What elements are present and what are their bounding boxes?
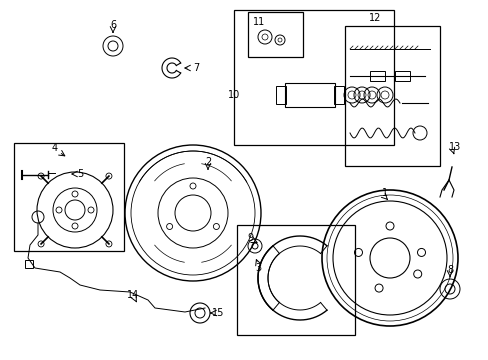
Bar — [333, 86, 343, 104]
Text: 12: 12 — [368, 13, 381, 23]
Text: 7: 7 — [192, 63, 199, 73]
Text: 14: 14 — [126, 290, 139, 300]
Text: 1: 1 — [381, 188, 387, 198]
Text: 15: 15 — [211, 308, 224, 318]
Text: 5: 5 — [77, 169, 83, 179]
Bar — [25, 260, 33, 268]
Text: 3: 3 — [254, 263, 261, 273]
Bar — [247, 12, 303, 57]
Bar — [14, 143, 124, 251]
Text: 9: 9 — [246, 233, 253, 243]
Text: 2: 2 — [204, 157, 211, 167]
Text: 8: 8 — [446, 265, 452, 275]
Bar — [345, 26, 439, 166]
Bar — [394, 71, 409, 81]
Text: 11: 11 — [252, 17, 264, 27]
Text: 4: 4 — [52, 143, 58, 153]
Text: 13: 13 — [448, 142, 460, 152]
Bar — [285, 83, 334, 107]
Text: 6: 6 — [110, 20, 116, 30]
Bar — [234, 10, 393, 145]
Bar — [275, 86, 285, 104]
Bar — [237, 225, 354, 335]
Text: 10: 10 — [227, 90, 240, 100]
Bar — [369, 71, 384, 81]
